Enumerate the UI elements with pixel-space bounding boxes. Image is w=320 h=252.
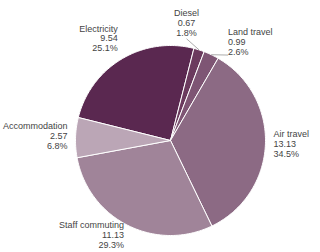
svg-text:Diesel0.671.8%: Diesel0.671.8%: [174, 8, 199, 38]
svg-text:Electricity9.5425.1%: Electricity9.5425.1%: [79, 24, 118, 54]
svg-text:Air travel13.1334.5%: Air travel13.1334.5%: [273, 129, 309, 159]
svg-text:Accommodation2.576.8%: Accommodation2.576.8%: [3, 121, 68, 151]
svg-text:Staff commuting11.1329.3%: Staff commuting11.1329.3%: [59, 220, 124, 250]
svg-text:Land travel0.992.6%: Land travel0.992.6%: [228, 27, 273, 57]
